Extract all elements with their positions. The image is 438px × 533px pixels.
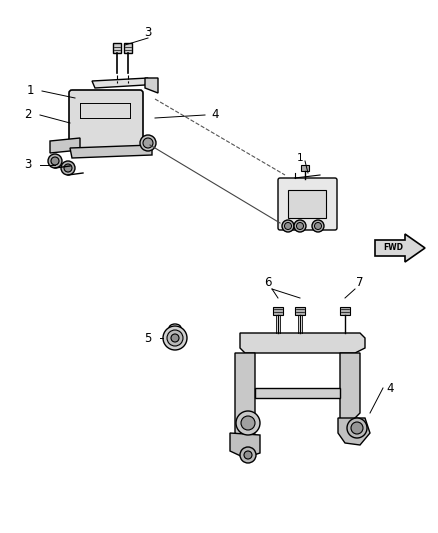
Circle shape xyxy=(48,154,62,168)
Circle shape xyxy=(171,334,179,342)
Polygon shape xyxy=(50,138,80,153)
Bar xyxy=(124,43,132,53)
Text: 4: 4 xyxy=(211,109,219,122)
Polygon shape xyxy=(145,78,158,93)
Circle shape xyxy=(163,326,187,350)
Circle shape xyxy=(140,135,156,151)
Bar xyxy=(273,307,283,315)
Circle shape xyxy=(167,330,183,346)
Polygon shape xyxy=(240,333,365,353)
Circle shape xyxy=(285,222,292,230)
Text: 7: 7 xyxy=(356,277,364,289)
Bar xyxy=(301,165,309,171)
Polygon shape xyxy=(255,388,340,398)
Polygon shape xyxy=(338,418,370,445)
Bar xyxy=(288,190,326,218)
Circle shape xyxy=(282,220,294,232)
Polygon shape xyxy=(235,353,255,438)
Circle shape xyxy=(64,164,72,172)
Bar xyxy=(113,43,121,53)
Text: 6: 6 xyxy=(264,277,272,289)
Circle shape xyxy=(236,411,260,435)
Text: 2: 2 xyxy=(24,109,32,122)
Text: 4: 4 xyxy=(386,382,394,394)
Text: 5: 5 xyxy=(144,332,152,344)
Circle shape xyxy=(314,222,321,230)
Circle shape xyxy=(297,222,304,230)
Text: 1: 1 xyxy=(26,85,34,98)
Circle shape xyxy=(294,220,306,232)
Circle shape xyxy=(143,138,153,148)
Polygon shape xyxy=(375,234,425,262)
Text: 1: 1 xyxy=(297,153,303,163)
Text: FWD: FWD xyxy=(383,244,403,253)
Polygon shape xyxy=(92,78,148,88)
Bar xyxy=(340,307,350,315)
Polygon shape xyxy=(230,433,260,458)
Circle shape xyxy=(240,447,256,463)
Polygon shape xyxy=(340,353,360,423)
Text: 3: 3 xyxy=(144,27,152,39)
Circle shape xyxy=(351,422,363,434)
Circle shape xyxy=(61,161,75,175)
Bar xyxy=(295,307,305,315)
Text: 3: 3 xyxy=(25,158,32,172)
Circle shape xyxy=(51,157,59,165)
Circle shape xyxy=(347,418,367,438)
Circle shape xyxy=(312,220,324,232)
FancyBboxPatch shape xyxy=(69,90,143,151)
Circle shape xyxy=(241,416,255,430)
Circle shape xyxy=(244,451,252,459)
Polygon shape xyxy=(70,145,152,158)
FancyBboxPatch shape xyxy=(278,178,337,230)
